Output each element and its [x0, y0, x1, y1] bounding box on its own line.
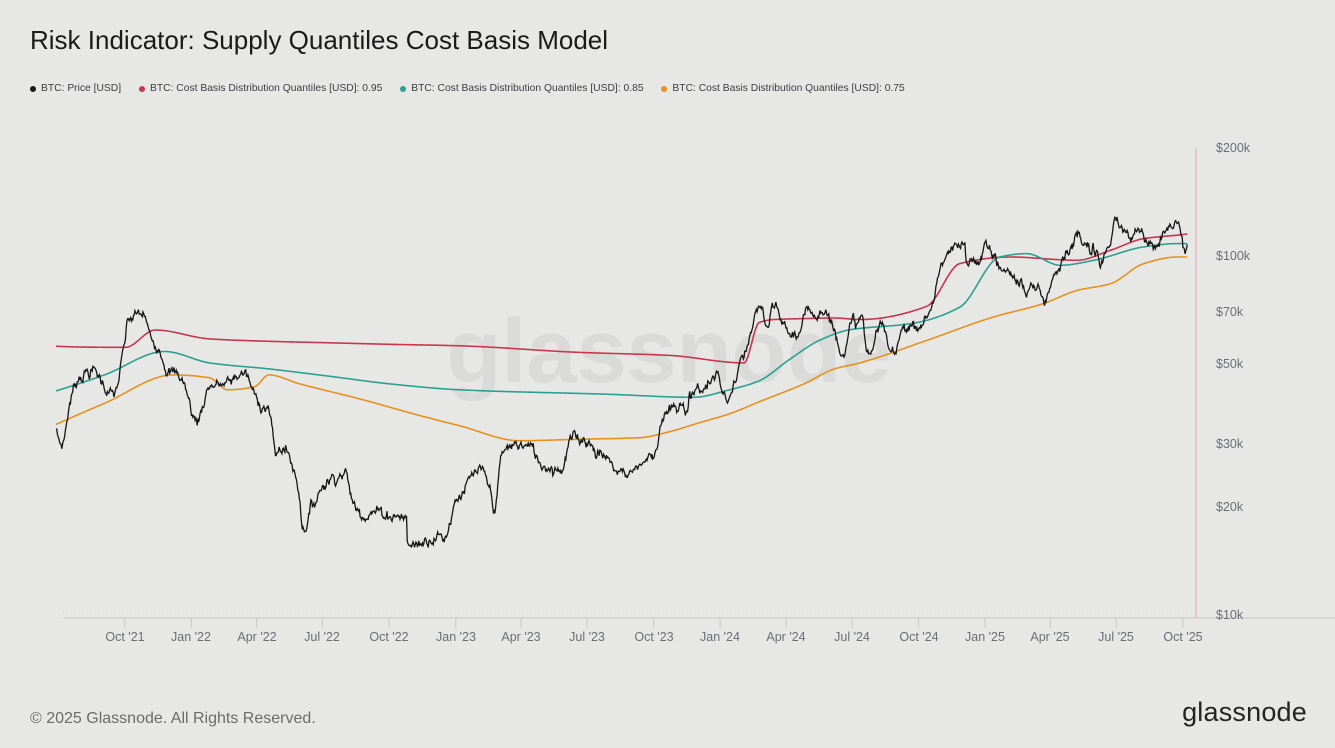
svg-text:glassnode: glassnode [446, 302, 891, 402]
